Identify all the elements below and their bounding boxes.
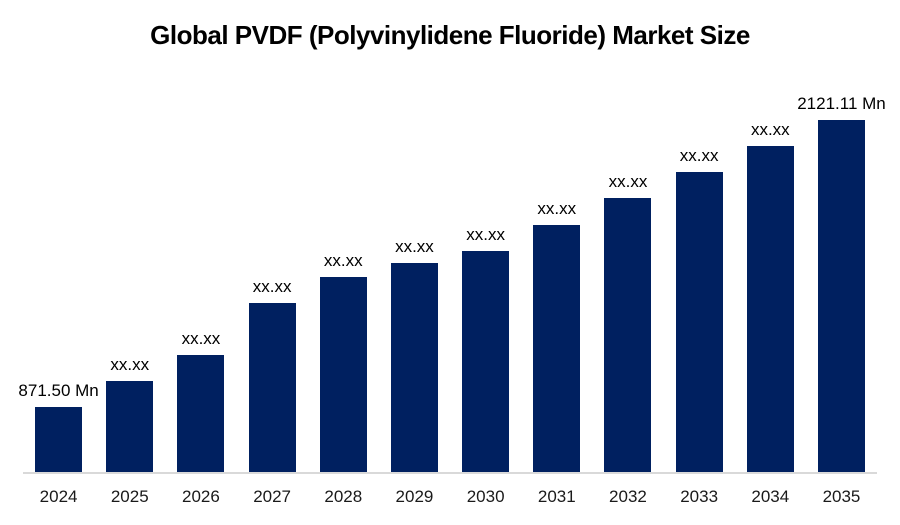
bar-column-2027: xx.xx xyxy=(237,277,308,472)
x-axis-tick-label: 2030 xyxy=(466,487,505,506)
x-axis-tick-label: 2024 xyxy=(39,487,78,506)
x-axis-tick-label: 2028 xyxy=(324,487,363,506)
bar-column-2031: xx.xx xyxy=(521,199,592,472)
bar-value-label: xx.xx xyxy=(252,277,292,296)
bar-2032 xyxy=(604,198,652,472)
x-axis-tick-label: 2029 xyxy=(395,487,434,506)
bar-column-2034: xx.xx xyxy=(735,120,806,472)
x-axis-tick-label: 2026 xyxy=(182,487,220,506)
bar-2030 xyxy=(462,251,510,472)
bar-value-label: xx.xx xyxy=(395,237,434,256)
bar-2026 xyxy=(177,355,225,472)
bar-2034 xyxy=(746,146,794,472)
bar-column-2030: xx.xx xyxy=(450,225,521,472)
bar-value-label: xx.xx xyxy=(466,225,505,244)
bar-2024 xyxy=(35,407,83,472)
chart-title: Global PVDF (Polyvinylidene Fluoride) Ma… xyxy=(150,20,750,50)
bar-column-2025: xx.xx xyxy=(94,355,165,472)
bar-value-label: xx.xx xyxy=(679,146,719,165)
bar-2025 xyxy=(106,381,154,472)
x-axis-labels: 2024 2025 2026 2027 2028 2029 2030 2031 2032 2033… xyxy=(23,487,877,507)
bar-2031 xyxy=(533,225,581,472)
bar-column-2033: xx.xx xyxy=(664,146,735,472)
bar-2028 xyxy=(319,277,367,472)
x-axis-tick-label: 2025 xyxy=(110,487,149,506)
bar-value-label: xx.xx xyxy=(181,329,221,348)
x-axis-tick-label: 2033 xyxy=(680,487,719,506)
bar-column-2024: 871.50 Mn xyxy=(18,381,99,472)
bar-column-2028: xx.xx xyxy=(308,251,379,472)
bar-value-label: 2121.11 Mn xyxy=(797,94,886,113)
x-axis-tick-label: 2035 xyxy=(822,487,861,506)
bar-2033 xyxy=(675,172,723,472)
x-axis-tick-label: 2032 xyxy=(609,487,647,506)
bar-2029 xyxy=(390,263,438,472)
bar-column-2026: xx.xx xyxy=(165,329,236,472)
bar-column-2032: xx.xx xyxy=(592,172,663,472)
plot-area: 871.50 Mn xx.xx xx.xx xx.xx xx.xx xx.xx xx.xx x… xyxy=(18,0,886,525)
x-axis-tick-label: 2034 xyxy=(751,487,790,506)
bar-value-label: xx.xx xyxy=(608,172,648,191)
bar-column-2035: 2121.11 Mn xyxy=(797,94,886,472)
bar-value-label: xx.xx xyxy=(537,199,577,218)
bar-value-label: xx.xx xyxy=(110,355,150,374)
x-axis-line xyxy=(23,472,877,474)
bar-value-label: xx.xx xyxy=(750,120,790,139)
x-axis-tick-label: 2031 xyxy=(537,487,576,506)
bar-2027 xyxy=(248,303,296,472)
bar-2035 xyxy=(817,120,865,472)
bars-row: 871.50 Mn xx.xx xx.xx xx.xx xx.xx xx.xx xx.xx x… xyxy=(18,72,886,472)
bar-value-label: xx.xx xyxy=(323,251,363,270)
bar-value-label: 871.50 Mn xyxy=(18,381,99,400)
x-axis-tick-label: 2027 xyxy=(253,487,292,506)
bar-column-2029: xx.xx xyxy=(379,237,450,472)
